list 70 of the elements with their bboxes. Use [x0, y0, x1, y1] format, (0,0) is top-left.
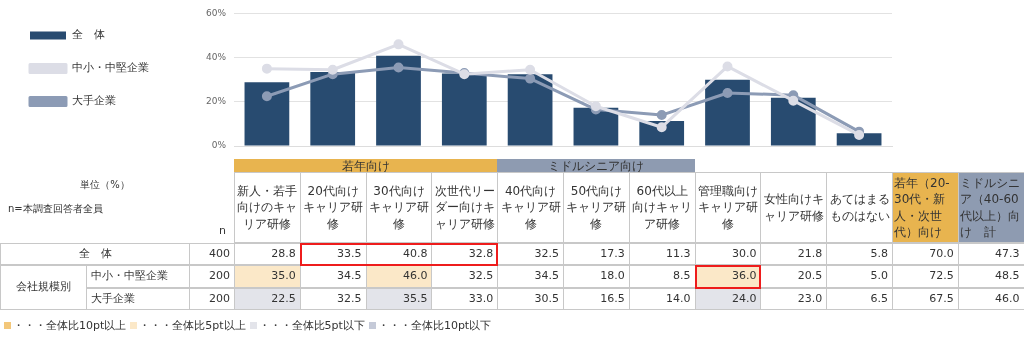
- data-label: 23.0: [760, 288, 828, 310]
- data-label: 6.5: [826, 288, 893, 310]
- text: ・・・全体比5pt以下: [258, 318, 365, 333]
- x-tick-label: 50代向けキャリア研修: [563, 172, 630, 243]
- data-label: 17.3: [563, 243, 630, 265]
- text: 67.5: [892, 288, 959, 310]
- text: ミドルシニア向け: [497, 158, 695, 173]
- text: n=本調査回答者全員: [7, 202, 104, 217]
- data-label: 22.5: [234, 288, 301, 310]
- data-label: 5.0: [826, 265, 893, 288]
- y-tick-label: 60%: [205, 7, 227, 18]
- y-tick-label: 0%: [211, 140, 227, 151]
- x-tick-label: 20代向けキャリア研修: [299, 172, 367, 243]
- text: 全 体: [78, 246, 112, 260]
- text: 48.5: [957, 265, 1024, 288]
- data-label: 33.5: [299, 243, 367, 265]
- text: 200: [189, 288, 235, 310]
- data-label: 32.5: [431, 265, 499, 288]
- text: ・・・全体比5pt以上: [139, 318, 246, 333]
- data-label: 21.8: [760, 243, 828, 265]
- legend-label: 全 体: [71, 28, 105, 42]
- data-label: 33.0: [431, 288, 499, 310]
- x-tick-label: 次世代リーダー向けキャリア研修: [431, 172, 499, 243]
- text: ミドルシニア（40-60代以上）向け 計: [957, 172, 1024, 243]
- x-tick-label: 30代向けキャリア研修: [365, 172, 433, 243]
- data-label: 32.8: [431, 243, 499, 265]
- data-label: 35.0: [234, 265, 301, 288]
- data-label: 28.8: [234, 243, 301, 265]
- data-label: 34.5: [497, 265, 564, 288]
- text: 47.3: [957, 243, 1024, 265]
- x-tick-label: あてはまるものはない: [826, 172, 893, 243]
- legend-label: 大手企業: [71, 94, 116, 108]
- legend-label: 中小・中堅企業: [71, 61, 149, 75]
- text: 中小・中堅企業: [91, 269, 168, 283]
- data-label: 5.8: [826, 243, 893, 265]
- data-label: 32.5: [497, 243, 564, 265]
- text: 400: [189, 243, 235, 265]
- data-label: 30.0: [694, 243, 762, 265]
- text: ・・・全体比10pt以上: [13, 318, 127, 333]
- data-label: 20.5: [760, 265, 828, 288]
- x-tick-label: 新人・若手向けのキャリア研修: [234, 172, 301, 243]
- text: n: [218, 222, 227, 239]
- text: 72.5: [892, 265, 959, 288]
- data-label: 8.5: [628, 265, 696, 288]
- text: 若年向け: [234, 158, 498, 173]
- data-label: 34.5: [299, 265, 367, 288]
- text: 若年（20-30代・新人・次世代）向け: [892, 172, 959, 243]
- data-label: 16.5: [563, 288, 630, 310]
- text: 46.0: [957, 288, 1024, 310]
- text: 会社規模別: [0, 265, 87, 310]
- data-label: 18.0: [563, 265, 630, 288]
- x-tick-label: 女性向けキャリア研修: [760, 172, 828, 243]
- data-label: 30.5: [497, 288, 564, 310]
- data-label: 14.0: [628, 288, 696, 310]
- data-label: 46.0: [365, 265, 433, 288]
- x-tick-label: 60代以上向けキャリア研修: [628, 172, 696, 243]
- data-label: 32.5: [299, 288, 367, 310]
- x-tick-label: 管理職向けキャリア研修: [694, 172, 762, 243]
- data-label: 35.5: [365, 288, 433, 310]
- y-tick-label: 40%: [205, 51, 227, 62]
- data-label: 40.8: [365, 243, 433, 265]
- text: ・・・全体比10pt以下: [377, 318, 492, 333]
- x-tick-label: 40代向けキャリア研修: [497, 172, 564, 243]
- data-label: 24.0: [694, 288, 762, 310]
- data-label: 11.3: [628, 243, 696, 265]
- text: 単位（%）: [79, 178, 131, 193]
- text: 70.0: [892, 243, 959, 265]
- text: 大手企業: [91, 291, 135, 305]
- text: 200: [189, 265, 235, 288]
- y-tick-label: 20%: [205, 96, 227, 107]
